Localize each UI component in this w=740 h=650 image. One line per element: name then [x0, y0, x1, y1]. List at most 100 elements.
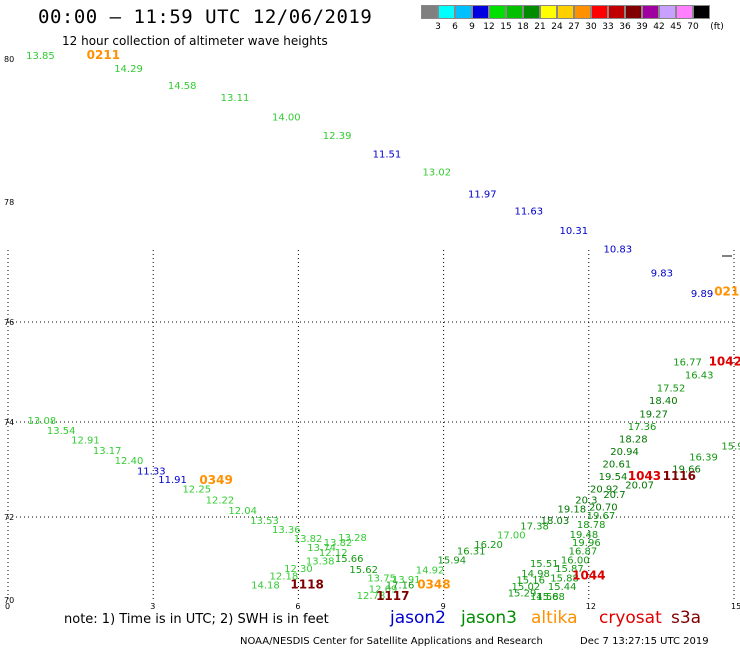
legend-label: 45: [670, 22, 682, 32]
legend-swatch: [659, 5, 676, 19]
wave-height-label: 13.75: [367, 574, 396, 585]
wave-height-label: 12.39: [323, 131, 352, 142]
color-scale-labels: 3 6 9 12 15 18 21 24 27 30 33 36 39 42 45 70 (ft): [421, 22, 740, 36]
y-tick-label: 74: [4, 418, 14, 427]
map-title: 00:00 – 11:59 UTC 12/06/2019: [38, 6, 373, 28]
legend-label: 24: [551, 22, 563, 32]
legend-label: 30: [585, 22, 597, 32]
legend-swatch: [642, 5, 659, 19]
wave-height-label: 13.17: [93, 446, 122, 457]
wave-height-label: 13.28: [338, 533, 367, 544]
wave-height-label: 18.40: [649, 396, 678, 407]
x-tick-label: 12: [586, 602, 596, 611]
wave-height-label: 14.98: [521, 569, 550, 580]
wave-height-label: 15.88: [550, 573, 579, 584]
wave-height-label: 17.38: [520, 521, 549, 532]
satellite-altika: altika: [531, 608, 578, 628]
legend-swatch: [472, 5, 489, 19]
legend-swatch: [489, 5, 506, 19]
y-tick-label: 70: [4, 596, 14, 605]
wave-height-label: 19.54: [599, 472, 628, 483]
pass-id-label: 1042: [709, 355, 740, 369]
wave-height-label: 13.38: [306, 556, 335, 567]
pass-id-label: 0348: [417, 577, 450, 591]
legend-swatch: [506, 5, 523, 19]
wave-height-label: 11.33: [137, 466, 166, 477]
wave-height-label: 18.28: [619, 434, 648, 445]
y-tick-label: 76: [4, 318, 14, 327]
wave-height-label: 20.61: [603, 460, 632, 471]
wave-height-label: 19.27: [639, 410, 668, 421]
wave-height-label: 13.74: [307, 543, 336, 554]
wave-height-label: 18.03: [541, 516, 570, 527]
wave-height-label: 12.78: [357, 591, 386, 602]
wave-height-label: 14.58: [530, 592, 559, 603]
wave-height-label: 15.44: [548, 582, 577, 593]
satellite-jason2: jason2: [390, 608, 446, 628]
wave-height-label: 13.08: [28, 416, 57, 427]
legend-label: 33: [602, 22, 614, 32]
wave-height-label: 14.58: [168, 81, 197, 92]
x-tick-label: 15: [731, 602, 740, 611]
legend-swatch: [455, 5, 472, 19]
y-tick-label: 72: [4, 513, 14, 522]
legend-swatch: [591, 5, 608, 19]
wave-height-label: 10.31: [559, 226, 588, 237]
wave-height-label: 19.96: [572, 538, 601, 549]
wave-height-label: 14.92: [416, 565, 445, 576]
wave-height-label: 12.30: [284, 564, 313, 575]
wave-height-label: 12.91: [71, 435, 100, 446]
y-tick-label: 78: [4, 198, 14, 207]
wave-height-label: 13.91: [392, 575, 421, 586]
wave-height-label: 19.67: [587, 511, 616, 522]
wave-height-label: 12.40: [115, 456, 144, 467]
wave-height-label: 15.94: [438, 555, 467, 566]
wave-height-label: 12.12: [319, 548, 348, 559]
wave-height-label: 11.97: [468, 190, 497, 201]
wave-height-label: 15.62: [349, 565, 378, 576]
wave-height-label: 9.89: [691, 289, 713, 300]
legend-label: 42: [653, 22, 665, 32]
legend-swatch: [693, 5, 710, 19]
legend-label: 12: [483, 22, 495, 32]
legend-swatch: [608, 5, 625, 19]
x-tick-label: 9: [441, 602, 446, 611]
pass-id-label: 1044: [572, 568, 605, 582]
pass-id-label: 1118: [290, 577, 323, 591]
footer-date: Dec 7 13:27:15 UTC 2019: [580, 636, 709, 647]
wave-height-label: 12.25: [182, 484, 211, 495]
legend-unit: (ft): [710, 22, 724, 32]
wave-height-label: 16.43: [685, 371, 714, 382]
wave-height-label: 19.66: [672, 464, 701, 475]
x-tick-label: 3: [150, 602, 155, 611]
pass-id-label: 0211: [87, 48, 120, 62]
legend-label: 39: [636, 22, 648, 32]
wave-height-label: 12.22: [206, 496, 235, 507]
wave-height-label: 13.85: [26, 51, 55, 62]
y-tick-label: 80: [4, 55, 14, 64]
wave-height-label: 15.9: [721, 442, 740, 453]
pass-id-label: 1043: [628, 469, 661, 483]
wave-height-label: 16.00: [561, 555, 590, 566]
satellite-s3a: s3a: [671, 608, 702, 628]
legend-label: 21: [534, 22, 546, 32]
legend-label: 27: [568, 22, 580, 32]
wave-height-label: 16.39: [689, 452, 718, 463]
wave-height-label: 16.77: [673, 358, 702, 369]
pass-id-label: 021: [714, 285, 739, 299]
legend-swatch: [625, 5, 642, 19]
wave-height-label: 17.16: [386, 580, 415, 591]
wave-height-label: 11.51: [373, 150, 402, 161]
wave-height-label: 20.94: [610, 447, 639, 458]
wave-height-label: 14.29: [114, 64, 143, 75]
legend-label: 18: [517, 22, 529, 32]
wave-height-label: 9.83: [651, 268, 673, 279]
wave-height-label: 16.87: [569, 546, 598, 557]
wave-height-label: 11.63: [514, 207, 543, 218]
pass-id-label: 0349: [199, 473, 232, 487]
wave-height-label: 15.29: [508, 589, 537, 600]
wave-height-label: 13.36: [272, 525, 301, 536]
legend-label: 6: [452, 22, 458, 32]
satellite-jason3: jason3: [461, 608, 517, 628]
wave-height-label: 11.91: [158, 475, 187, 486]
